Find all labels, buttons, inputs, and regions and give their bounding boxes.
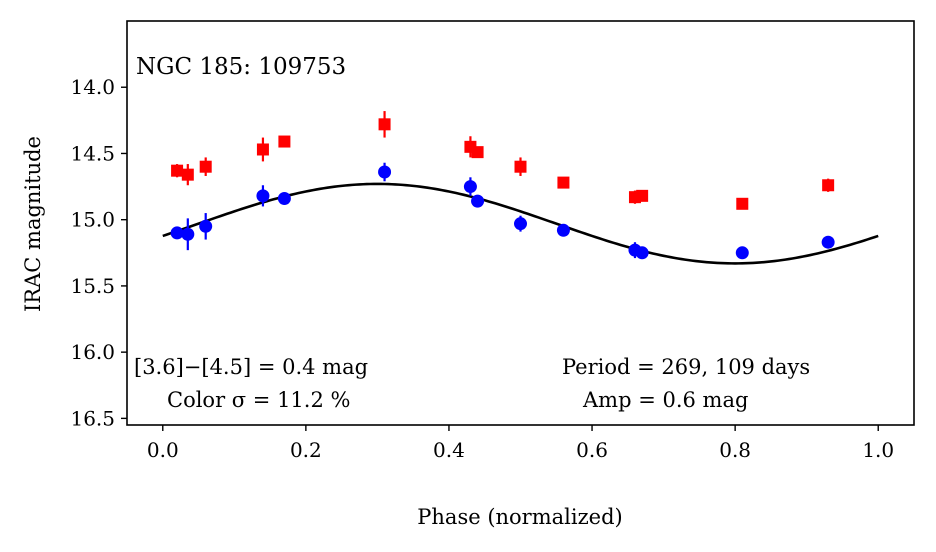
period-annotation: Period = 269, 109 days (562, 355, 810, 379)
x-tick-label: 1.0 (862, 438, 894, 462)
data-point-45 (181, 168, 194, 181)
x-tick-label: 0.6 (576, 438, 608, 462)
x-axis-label: Phase (normalized) (417, 505, 622, 529)
data-point-45 (199, 160, 212, 173)
data-point-45 (822, 179, 835, 192)
x-tick-label: 0.2 (290, 438, 322, 462)
tick-marks (121, 86, 879, 431)
data-point-36 (199, 219, 213, 233)
data-point-45 (471, 146, 484, 159)
data-point-36 (556, 223, 570, 237)
data-points-layer (170, 111, 835, 260)
data-point-36 (277, 191, 291, 205)
y-tick-label: 16.0 (70, 340, 115, 364)
data-point-36 (170, 226, 184, 240)
data-point-36 (735, 246, 749, 260)
color-annotation: [3.6]−[4.5] = 0.4 mag (134, 355, 368, 379)
data-point-36 (378, 165, 392, 179)
data-point-36 (471, 194, 485, 208)
y-tick-label: 15.5 (70, 274, 115, 298)
chart-title: NGC 185: 109753 (136, 54, 346, 80)
data-point-45 (557, 176, 570, 189)
amplitude-annotation: Amp = 0.6 mag (582, 388, 748, 412)
x-tick-label: 0.8 (719, 438, 751, 462)
data-point-45 (514, 160, 527, 173)
data-point-45 (278, 135, 291, 148)
y-axis-label: IRAC magnitude (21, 136, 45, 312)
x-tick-label: 0.0 (147, 438, 179, 462)
y-tick-label: 14.5 (70, 141, 115, 165)
plot-frame (126, 20, 915, 426)
data-point-36 (821, 235, 835, 249)
data-point-45 (636, 189, 649, 202)
data-point-36 (181, 227, 195, 241)
data-point-45 (736, 197, 749, 210)
x-tick-label: 0.4 (433, 438, 465, 462)
data-point-36 (256, 189, 270, 203)
y-tick-label: 16.5 (70, 406, 115, 430)
data-point-45 (171, 164, 184, 177)
y-tick-label: 14.0 (70, 75, 115, 99)
data-point-36 (463, 180, 477, 194)
y-tick-label: 15.0 (70, 208, 115, 232)
color-sigma-annotation: Color σ = 11.2 % (167, 388, 350, 412)
data-point-45 (378, 118, 391, 131)
data-point-45 (256, 143, 269, 156)
data-point-36 (514, 217, 527, 231)
data-point-36 (635, 246, 649, 260)
